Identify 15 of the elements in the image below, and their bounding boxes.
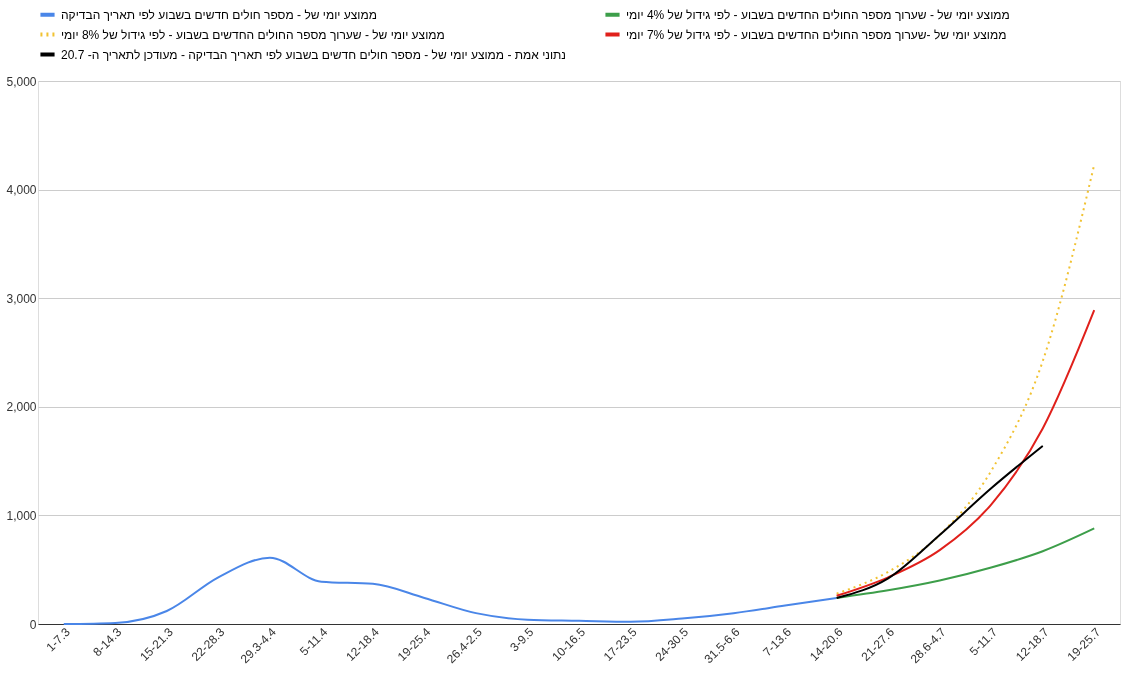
legend-label: ממוצע יומי של -שערוך מספר החולים החדשים בשבוע - לפי גידול של 7% יומי [626, 27, 1007, 42]
legend-label: נתוני אמת - ממוצע יומי של - מספר חולים חדשים בשבוע לפי תאריך הבדיקה - מעודכן לתאריך ה- 20.7 [61, 47, 567, 62]
line-series [62, 556, 838, 625]
legend-label: ממוצע יומי של - שערוך מספר החולים החדשים בשבוע - לפי גידול של 8% יומי [61, 27, 445, 42]
y-tick-label: 4,000 [6, 183, 37, 198]
y-tick-label: 2,000 [6, 400, 37, 415]
y-tick-label: 1,000 [6, 508, 37, 523]
y-tick-label: 5,000 [6, 74, 37, 89]
y-tick-label: 3,000 [6, 291, 37, 306]
line-series [835, 309, 1096, 597]
line-series [835, 444, 1044, 599]
y-tick-label: 0 [29, 617, 37, 632]
legend-label: ממוצע יומי של - שערוך מספר החולים החדשים בשבוע - לפי גידול של 4% יומי [626, 7, 1010, 22]
legend-label: ממוצע יומי של - מספר חולים חדשים בשבוע לפי תאריך הבדיקה [61, 7, 377, 22]
line-series [835, 527, 1096, 599]
